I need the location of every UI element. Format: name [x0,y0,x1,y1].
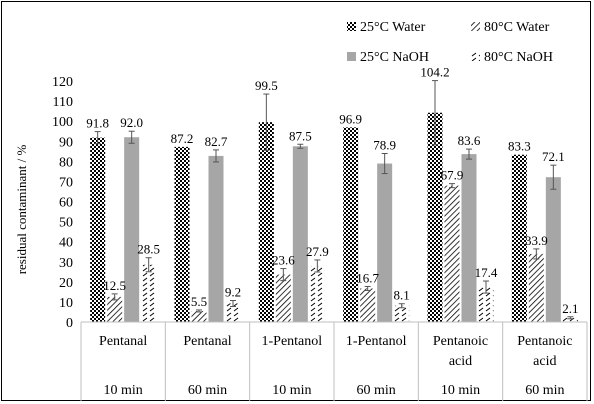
category-time-label: 10 min [104,383,143,398]
data-label: 9.2 [225,285,241,300]
bar [545,177,561,322]
bar [292,146,308,322]
data-label: 27.9 [306,244,329,259]
category-time-label: 60 min [357,383,396,398]
data-label: 12.5 [103,278,126,293]
y-tick-label: 70 [59,175,73,190]
bar [360,288,376,322]
y-tick-label: 90 [59,135,73,150]
bar [141,264,157,322]
data-label: 17.4 [475,265,498,280]
data-label: 83.3 [508,139,531,154]
bar [107,296,123,322]
category-label: Pentanal [99,334,147,349]
bar [275,274,291,322]
bar [461,154,477,322]
category-label: 1-Pentanol [346,334,407,349]
legend-label: 80°C Water [484,20,550,35]
data-label: 99.5 [255,78,278,93]
data-label: 28.5 [137,242,160,257]
data-label: 96.9 [339,111,362,126]
data-label: 16.7 [356,270,379,285]
legend-swatch [471,22,480,31]
category-time-label: 10 min [272,383,311,398]
bar [174,146,190,322]
data-label: 67.9 [441,168,464,183]
bar [478,287,494,322]
bar [394,305,410,322]
y-axis-title: residual contaminant / % [14,145,29,275]
legend-label: 25°C NaOH [360,50,429,65]
y-tick-label: 10 [59,296,73,311]
y-tick-label: 110 [53,95,73,110]
bar [511,154,527,322]
legend-swatch [347,22,356,31]
legend-swatch [347,52,356,61]
bar [191,310,207,322]
data-label: 5.5 [191,294,207,309]
data-label: 2.1 [562,301,578,316]
y-tick-label: 0 [66,316,73,331]
bar [258,122,274,322]
bar [427,112,443,323]
bar [309,265,325,322]
y-tick-label: 100 [52,115,73,130]
bar [90,137,106,322]
bar [444,185,460,322]
bar [343,127,359,322]
data-label: 78.9 [373,138,396,153]
bar [528,253,544,322]
bar [562,317,578,322]
y-tick-label: 40 [59,236,73,251]
y-tick-label: 120 [52,75,73,90]
data-label: 92.0 [120,115,143,130]
legend-label: 80°C NaOH [484,50,553,65]
bar [124,137,140,322]
data-label: 23.6 [272,253,295,268]
data-label: 104.2 [420,65,449,80]
data-label: 87.2 [171,131,194,146]
y-tick-label: 20 [59,276,73,291]
legend-swatch [471,52,480,61]
category-time-label: 60 min [188,383,227,398]
data-label: 83.6 [458,133,481,148]
category-label: Pentanoic [433,334,488,349]
category-label: Pentanal [183,334,231,349]
data-label: 82.7 [205,134,228,149]
bar [377,163,393,322]
category-time-label: 10 min [441,383,480,398]
y-tick-label: 80 [59,155,73,170]
category-label: 1-Pentanol [262,334,323,349]
legend-label: 25°C Water [360,20,426,35]
data-label: 8.1 [394,288,410,303]
data-label: 72.1 [542,149,565,164]
data-label: 91.8 [86,116,109,131]
y-tick-label: 50 [59,216,73,231]
bar [208,155,224,322]
data-label: 33.9 [525,233,548,248]
y-tick-label: 60 [59,196,73,211]
category-label: acid [449,354,472,369]
category-label: acid [533,354,556,369]
category-time-label: 60 min [525,383,564,398]
category-label: Pentanoic [517,334,572,349]
data-label: 87.5 [289,128,312,143]
y-tick-label: 30 [59,256,73,271]
bar [225,303,241,322]
